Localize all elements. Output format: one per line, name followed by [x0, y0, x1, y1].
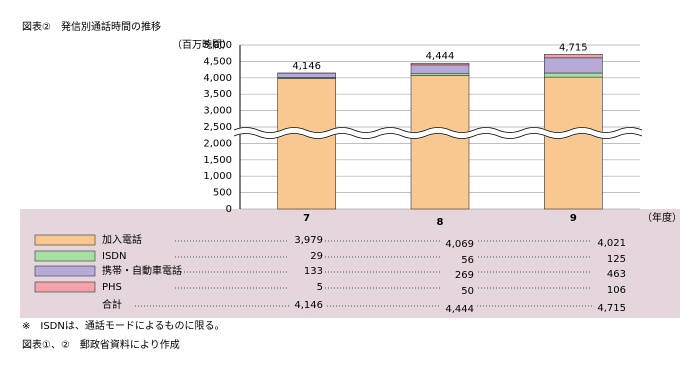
table-value: 269 [455, 270, 474, 281]
y-tick-label: 500 [213, 188, 232, 199]
cell-bg [592, 302, 628, 314]
cell-bg [289, 234, 325, 246]
cell-bg [592, 268, 628, 280]
table-value: 133 [304, 266, 323, 277]
cell-bg [440, 238, 476, 250]
x-tick-label: 7 [303, 213, 310, 224]
table-value: 125 [607, 254, 626, 265]
axis-break [233, 127, 643, 133]
table-total: 4,444 [445, 304, 474, 315]
chart-title: 図表② 発信別通話時間の推移 [22, 20, 161, 33]
legend-swatch [34, 250, 96, 262]
x-axis-label: （年度） [642, 211, 682, 224]
table-value: 50 [461, 286, 474, 297]
bar-segment [277, 72, 336, 78]
total-label: 4,715 [559, 42, 588, 53]
bar-segment [544, 72, 603, 78]
cell-bg [440, 303, 476, 315]
cell-bg [592, 253, 628, 265]
table-value: 463 [607, 269, 626, 280]
bar-segment [410, 62, 470, 66]
cell-bg [592, 284, 628, 296]
legend-label: ISDN [102, 251, 126, 262]
table-value: 5 [317, 282, 323, 293]
table-value: 29 [310, 251, 323, 262]
x-tick-label: 8 [437, 217, 444, 228]
table-value: 4,021 [597, 238, 626, 249]
bar-segment [544, 54, 603, 59]
legend-swatch [34, 234, 96, 246]
cell-bg [289, 265, 325, 277]
y-tick-label: 4,000 [203, 73, 232, 84]
y-tick-label: 4,500 [203, 56, 232, 67]
cell-bg [440, 269, 476, 281]
bar-segment [544, 57, 603, 74]
total-row-label: 合計 [102, 298, 122, 311]
table-background [20, 209, 680, 318]
legend-label: 加入電話 [102, 233, 142, 246]
table-value: 106 [607, 285, 626, 296]
table-value: 3,979 [294, 235, 323, 246]
y-tick-label: 1,500 [203, 155, 232, 166]
x-tick-label: 9 [570, 213, 577, 224]
cell-bg [440, 254, 476, 266]
axis-break [232, 127, 644, 139]
total-label: 4,146 [292, 61, 321, 72]
bar-segment [410, 75, 470, 210]
y-tick-label: 2,500 [203, 122, 232, 133]
bar-segment [410, 64, 470, 75]
y-tick-label: 0 [226, 204, 232, 215]
cell-bg [592, 237, 628, 249]
table-total: 4,146 [294, 300, 323, 311]
table-total: 4,715 [597, 303, 626, 314]
y-axis-label: （百万時間） [172, 39, 232, 51]
table-value: 56 [461, 255, 474, 266]
y-tick-label: 5,000 [203, 40, 232, 51]
y-tick-label: 3,500 [203, 89, 232, 100]
cell-bg [440, 285, 476, 297]
table-value: 4,069 [445, 239, 474, 250]
legend-label: PHS [102, 282, 122, 293]
bar-segment [544, 76, 603, 210]
legend-swatch [34, 265, 96, 277]
cell-bg [289, 250, 325, 262]
y-tick-label: 2,000 [203, 138, 232, 149]
bar-segment [277, 78, 336, 210]
cell-bg [289, 281, 325, 293]
axis-break [233, 133, 643, 139]
legend-swatch [34, 281, 96, 293]
legend-label: 携帯・自動車電話 [102, 264, 182, 277]
y-tick-label: 3,000 [203, 106, 232, 117]
y-tick-label: 1,000 [203, 171, 232, 182]
note: ※ ISDNは、通話モードによるものに限る。 [22, 319, 225, 332]
cell-bg [289, 299, 325, 311]
note: 図表①、② 郵政省資料により作成 [22, 338, 180, 351]
total-label: 4,444 [426, 51, 455, 62]
